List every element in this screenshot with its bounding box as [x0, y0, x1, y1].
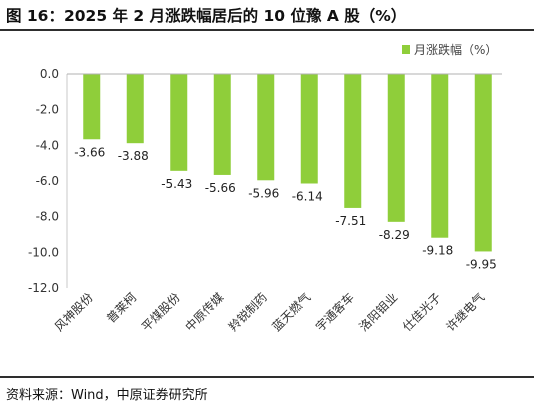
data-label: -9.95: [466, 257, 497, 271]
x-category-label: 仕佳光子: [400, 290, 444, 334]
data-label: -5.43: [161, 177, 192, 191]
data-label: -7.51: [335, 214, 366, 228]
x-category-label: 风神股份: [52, 290, 96, 334]
data-label: -3.88: [118, 149, 149, 163]
y-tick-label: -10.0: [28, 245, 59, 259]
data-label: -8.29: [379, 228, 410, 242]
bar: [83, 74, 101, 140]
data-label: -5.66: [205, 181, 236, 195]
y-tick-label: -2.0: [36, 103, 59, 117]
data-label: -5.96: [248, 186, 279, 200]
bar-chart: 0.0 -2.0 -4.0 -6.0 -8.0 -10.0 -12.0 -3.66 风神股份 -3…: [28, 42, 502, 335]
data-label: -6.14: [292, 189, 323, 203]
bar: [126, 74, 144, 144]
bar: [257, 74, 275, 181]
x-category-label: 平煤股份: [139, 290, 183, 334]
source-note: 资料来源：Wind，中原证券研究所: [6, 388, 208, 403]
data-label: -9.18: [422, 244, 453, 258]
legend-swatch: [402, 45, 410, 54]
figure-title: 图 16：2025 年 2 月涨跌幅居后的 10 位豫 A 股（%）: [6, 7, 407, 25]
x-category-label: 洛阳钼业: [356, 290, 401, 335]
y-tick-label: 0.0: [40, 67, 59, 81]
y-tick-label: -8.0: [36, 210, 59, 224]
y-tick-label: -4.0: [36, 138, 59, 152]
data-label: -3.66: [74, 145, 105, 159]
bar: [170, 74, 188, 171]
title-rule: [0, 29, 534, 31]
x-category-label: 许继电气: [443, 290, 488, 335]
source-rule: [0, 376, 534, 378]
bar: [474, 74, 492, 252]
legend-label: 月涨跌幅（%）: [414, 42, 497, 57]
bar: [387, 74, 405, 222]
bar: [213, 74, 231, 175]
y-tick-label: -6.0: [36, 174, 59, 188]
y-tick-label: -12.0: [28, 281, 59, 295]
x-category-label: 普莱柯: [104, 290, 139, 325]
bar: [344, 74, 362, 208]
x-category-label: 蓝天燃气: [269, 290, 314, 335]
x-category-label: 羚锐制药: [225, 290, 270, 335]
x-category-label: 宇通客车: [312, 290, 357, 335]
bar: [300, 74, 318, 184]
x-category-label: 中原传媒: [182, 290, 227, 335]
bar: [431, 74, 449, 238]
